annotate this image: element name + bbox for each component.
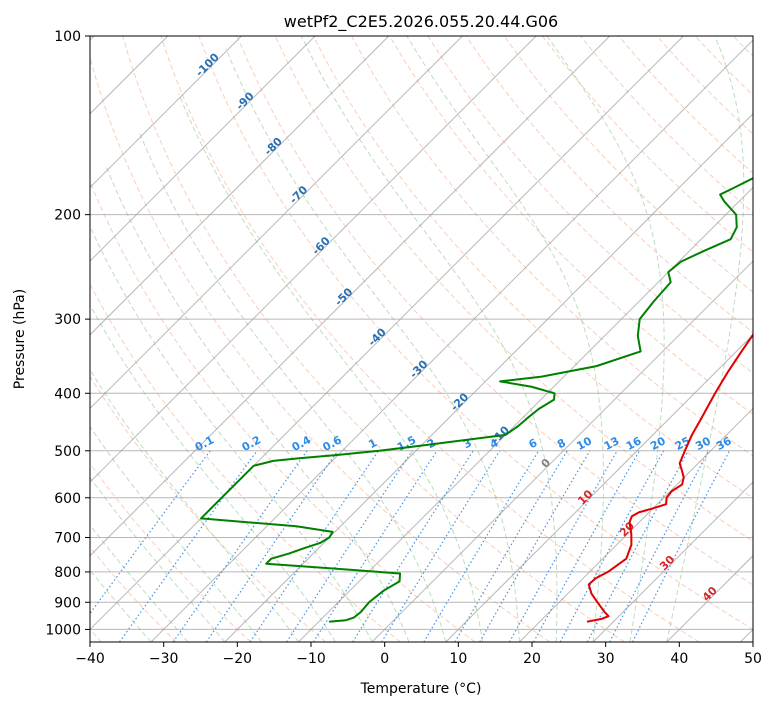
mixing-ratio-line (172, 450, 308, 642)
dry-adiabat-line (427, 36, 753, 374)
moist-adiabat-line (225, 48, 520, 642)
x-tick-label: −40 (75, 651, 105, 667)
x-tick-label: −20 (223, 651, 253, 667)
profile-lines (200, 177, 753, 623)
mixing-ratio-label: 20 (648, 434, 668, 453)
moist-adiabat-line (90, 524, 189, 642)
isotherm-line (90, 36, 611, 557)
mixing-ratio-line (559, 450, 665, 642)
isotherm-line (90, 36, 684, 631)
x-axis-title: Temperature (°C) (360, 681, 482, 697)
moist-adiabat-line (105, 164, 410, 642)
dewpoint-line (200, 177, 753, 623)
isotherm-line (90, 36, 316, 262)
temperature-line (586, 333, 753, 623)
moist-adiabat-line (90, 425, 262, 642)
moist-adiabat-line (666, 36, 745, 642)
y-tick-label: 200 (54, 208, 81, 224)
moist-adiabat-line (90, 225, 373, 642)
y-tick-label: 400 (54, 386, 81, 402)
x-tick-label: −10 (296, 651, 326, 667)
mixing-ratio-line (286, 450, 413, 642)
y-tick-label: 800 (54, 565, 81, 581)
y-tick-label: 1000 (45, 622, 81, 638)
y-tick-label: 300 (54, 312, 81, 328)
y-tick-label: 100 (54, 29, 81, 45)
dry-adiabat-line (90, 375, 326, 642)
dry-adiabat-line (90, 55, 551, 642)
x-tick-label: 40 (670, 651, 688, 667)
mixing-ratio-label: 13 (602, 434, 622, 453)
isotherm-line (445, 334, 753, 642)
x-tick-label: 10 (449, 651, 467, 667)
x-axis: −40 −30 −20 −10 0 10 20 30 40 50 (75, 642, 762, 667)
mixing-ratio-label: 30 (693, 434, 713, 453)
dry-adiabat-line (503, 36, 753, 293)
isotherm-line (224, 113, 753, 642)
dry-adiabat-line (90, 462, 252, 642)
x-tick-label: 0 (380, 651, 389, 667)
mixing-ratio-label: 16 (624, 434, 644, 453)
isotherm-line (150, 39, 753, 642)
isotherm-line (371, 260, 753, 642)
x-tick-label: −30 (149, 651, 179, 667)
mixing-ratio-label: 10 (574, 434, 594, 453)
y-tick-label: 600 (54, 491, 81, 507)
isotherm-line (519, 407, 753, 642)
moist-adiabat-line (178, 93, 484, 642)
dry-adiabat-line (198, 36, 753, 631)
mixing-ratio-line (533, 450, 640, 642)
y-axis-title: Pressure (hPa) (12, 289, 28, 389)
dry-adiabat-line (389, 36, 753, 415)
dry-adiabat-line (236, 36, 753, 586)
mixing-ratio-line (205, 450, 339, 642)
mixing-ratio-line (586, 450, 689, 642)
isotherm-line (90, 36, 537, 483)
mixing-ratio-line (90, 450, 211, 615)
moist-adiabat-line (90, 569, 152, 642)
isotherm-line (298, 186, 753, 642)
mixing-ratio-line (118, 450, 258, 642)
y-tick-label: 700 (54, 531, 81, 547)
mixing-ratio-line (249, 450, 379, 642)
isotherm-line (592, 481, 753, 642)
y-tick-label: 900 (54, 595, 81, 611)
dry-adiabat-line (90, 546, 177, 642)
mixing-ratio-line (352, 450, 474, 642)
mixing-ratio-line (423, 450, 540, 642)
isotherm-line (90, 36, 390, 336)
y-axis: 1000 900 800 700 600 500 400 300 200 100 (45, 29, 90, 638)
dry-adiabat-line (90, 180, 476, 642)
plot-frame (89, 35, 754, 643)
mixing-ratio-line (312, 450, 438, 642)
x-tick-label: 20 (523, 651, 541, 667)
x-tick-label: 30 (597, 651, 615, 667)
isotherm-line (90, 36, 242, 189)
dry-adiabat-line (160, 36, 700, 642)
chart-title: wetPf2_C2E5.2026.055.20.44.G06 (284, 12, 558, 32)
mixing-ratio-label: 36 (714, 434, 734, 453)
moist-adiabat-line (546, 36, 665, 642)
background-lines (90, 36, 753, 642)
isotherm-line (90, 36, 463, 410)
y-tick-label: 500 (54, 444, 81, 460)
dry-adiabat-line (312, 36, 753, 499)
dry-adiabat-line (122, 36, 625, 642)
mixing-ratio-line (632, 450, 731, 642)
x-tick-label: 50 (744, 651, 762, 667)
moist-adiabat-line (406, 36, 605, 642)
mixing-ratio-label: 25 (673, 434, 693, 453)
mixing-ratio-line (509, 450, 618, 642)
